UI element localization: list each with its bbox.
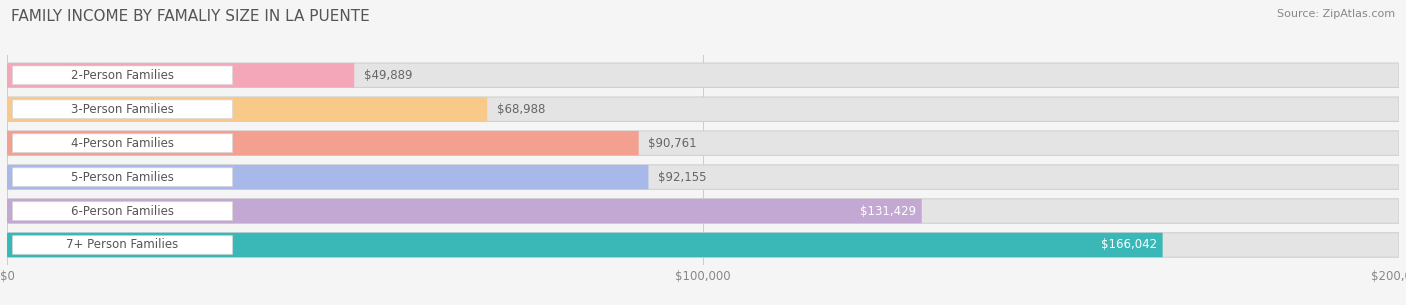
FancyBboxPatch shape [7, 131, 638, 155]
Text: 7+ Person Families: 7+ Person Families [66, 239, 179, 252]
Text: $68,988: $68,988 [496, 103, 546, 116]
FancyBboxPatch shape [7, 97, 1399, 121]
Text: $49,889: $49,889 [364, 69, 412, 82]
FancyBboxPatch shape [7, 97, 486, 121]
FancyBboxPatch shape [7, 63, 1399, 88]
Text: 4-Person Families: 4-Person Families [72, 137, 174, 150]
FancyBboxPatch shape [13, 134, 232, 152]
FancyBboxPatch shape [7, 63, 354, 88]
FancyBboxPatch shape [13, 168, 232, 186]
FancyBboxPatch shape [7, 199, 1399, 223]
Text: 6-Person Families: 6-Person Families [72, 205, 174, 217]
FancyBboxPatch shape [13, 100, 232, 119]
Text: FAMILY INCOME BY FAMALIY SIZE IN LA PUENTE: FAMILY INCOME BY FAMALIY SIZE IN LA PUEN… [11, 9, 370, 24]
FancyBboxPatch shape [13, 236, 232, 254]
FancyBboxPatch shape [7, 165, 1399, 189]
FancyBboxPatch shape [7, 199, 922, 223]
FancyBboxPatch shape [13, 66, 232, 84]
Text: Source: ZipAtlas.com: Source: ZipAtlas.com [1277, 9, 1395, 19]
FancyBboxPatch shape [7, 131, 1399, 155]
Text: $92,155: $92,155 [658, 170, 707, 184]
FancyBboxPatch shape [7, 233, 1399, 257]
Text: 3-Person Families: 3-Person Families [72, 103, 174, 116]
Text: $166,042: $166,042 [1101, 239, 1157, 252]
Text: $131,429: $131,429 [860, 205, 917, 217]
FancyBboxPatch shape [7, 233, 1163, 257]
FancyBboxPatch shape [13, 202, 232, 220]
Text: 2-Person Families: 2-Person Families [72, 69, 174, 82]
FancyBboxPatch shape [7, 165, 648, 189]
Text: 5-Person Families: 5-Person Families [72, 170, 174, 184]
Text: $90,761: $90,761 [648, 137, 697, 150]
